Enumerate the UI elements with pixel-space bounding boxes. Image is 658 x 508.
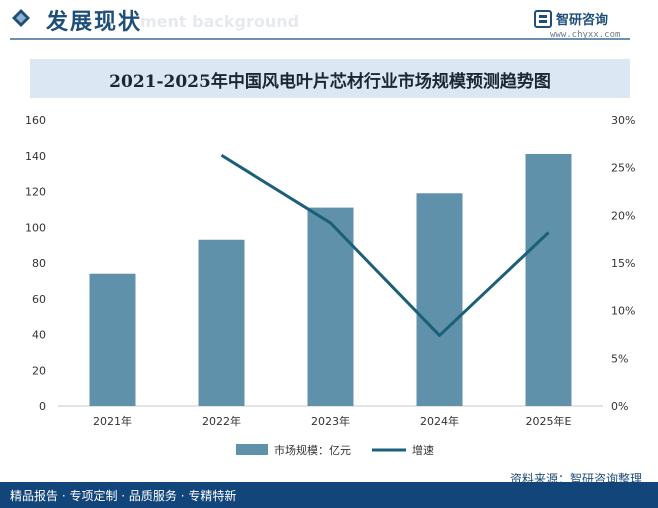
y-left-tick-label: 80 [32,257,46,270]
footer-text: 精品报告 · 专项定制 · 品质服务 · 专精特新 [10,489,237,503]
bar [89,273,136,406]
y-right-tick-label: 20% [611,209,635,222]
brand-name: 智研咨询 [556,13,609,28]
legend-swatch-bar [236,444,268,455]
footer-bar: 精品报告 · 专项定制 · 品质服务 · 专精特新 [0,482,658,508]
header-divider [10,38,630,40]
brand-logo-icon [534,10,552,28]
y-left-tick-label: 100 [25,221,46,234]
x-tick-label: 2024年 [420,414,459,428]
legend-label-line: 增速 [412,443,434,457]
y-left-tick-label: 20 [32,364,46,377]
bar [307,207,354,406]
y-right-tick-label: 30% [611,114,635,127]
y-right-tick-label: 5% [611,352,628,365]
x-tick-label: 2023年 [311,414,350,428]
y-right-tick-label: 10% [611,305,635,318]
y-right-tick-label: 25% [611,162,635,175]
bar [198,239,245,406]
diamond-icon [12,9,30,27]
legend-label-bar: 市场规模：亿元 [274,443,351,457]
y-right-tick-label: 0% [611,400,628,413]
growth-line [220,153,550,337]
y-left-tick-label: 160 [25,114,46,127]
page-title: 发展现状 [46,9,143,35]
y-right-tick-label: 15% [611,257,635,270]
chart-title: 2021-2025年中国风电叶片芯材行业市场规模预测趋势图 [109,72,551,92]
bar [416,193,463,406]
chart-title-band: 2021-2025年中国风电叶片芯材行业市场规模预测趋势图 [30,59,630,98]
y-left-tick-label: 0 [39,400,46,413]
y-left-tick-label: 120 [25,186,46,199]
x-tick-label: 2022年 [202,414,241,428]
header-watermark: ment background [140,12,300,31]
y-left-tick-label: 60 [32,293,46,306]
y-left-tick-label: 140 [25,150,46,163]
x-tick-label: 2021年 [93,414,132,428]
y-left-tick-label: 40 [32,329,46,342]
x-tick-label: 2025年E [526,414,572,428]
bar [525,153,572,406]
brand-url[interactable]: www.chyxx.com [550,30,621,40]
header: 发展现状 ment background 智研咨询 www.chyxx.com [0,0,658,46]
brand: 智研咨询 www.chyxx.com [534,8,644,44]
